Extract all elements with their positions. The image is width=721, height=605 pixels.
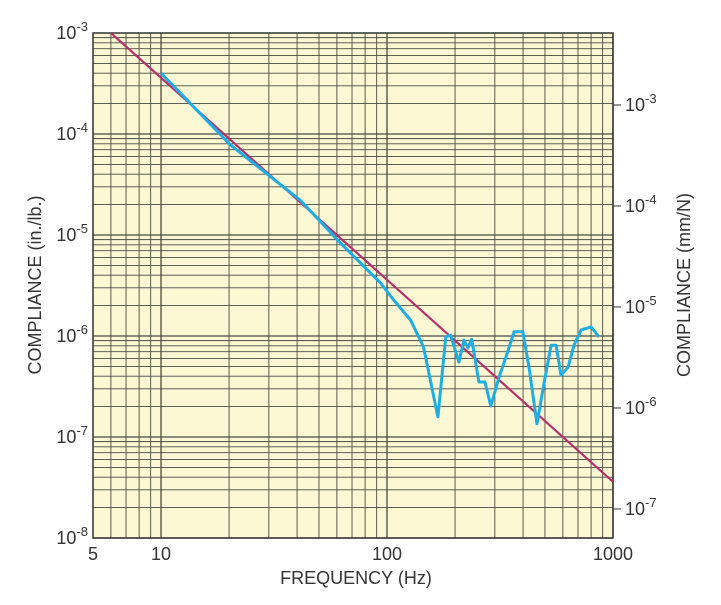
plot-area [93,33,613,538]
series-lines [110,33,613,483]
x-axis-title: FREQUENCY (Hz) [280,568,432,588]
y-tick-label-right: 10-4 [625,192,657,216]
y-tick-label-right: 10-6 [625,394,657,418]
x-tick-label: 5 [88,544,98,564]
y-axis-title-right: COMPLIANCE (mm/N) [674,193,694,377]
x-tick-label: 10 [151,544,171,564]
x-tick-label: 100 [372,544,402,564]
y-tick-label-left: 10-8 [56,524,88,548]
y-tick-label-right: 10-5 [625,293,657,317]
y-tick-label-left: 10-3 [56,19,88,43]
y-axis-title-left: COMPLIANCE (in./lb.) [25,195,45,374]
y-tick-label-left: 10-7 [56,423,88,447]
y-tick-label-right: 10-7 [625,495,657,519]
y-tick-label-left: 10-6 [56,322,88,346]
series-line-measured [159,72,601,426]
plot-border [92,32,614,539]
y-tick-label-left: 10-4 [56,120,88,144]
x-tick-label: 1000 [593,544,633,564]
tick-labels: 5 10 100 1000 10-3 10-4 10-5 10-6 10-7 10-8 10-3 10… [56,19,656,564]
y-tick-label-left: 10-5 [56,221,88,245]
y-tick-label-right: 10-3 [625,91,657,115]
